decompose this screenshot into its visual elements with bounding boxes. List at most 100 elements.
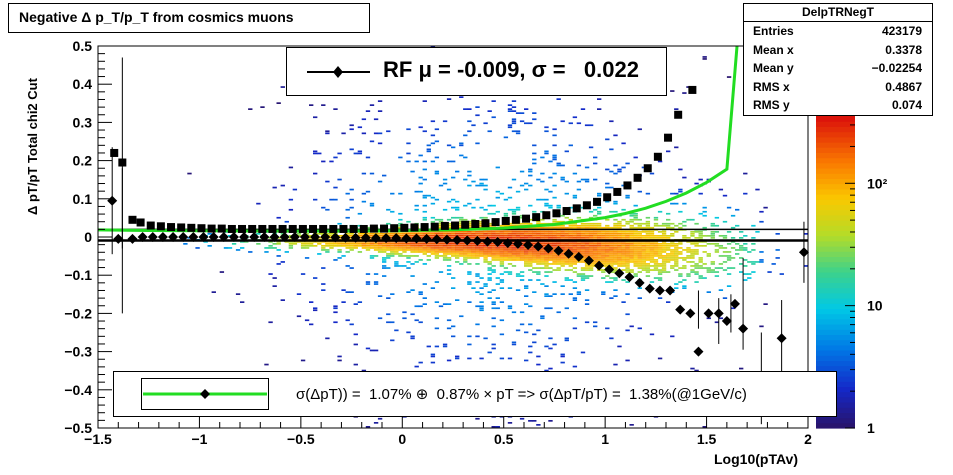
rms-point: [532, 213, 541, 222]
rms-point: [197, 224, 206, 233]
rms-point: [542, 211, 551, 220]
mean-point: [721, 316, 732, 327]
mean-point: [310, 232, 321, 242]
stats-name: DelpTRNegT: [744, 4, 932, 22]
stats-value: 0.4867: [885, 79, 922, 94]
rms-point: [471, 220, 480, 229]
color-scale-segment: [816, 266, 855, 273]
mean-point: [431, 234, 442, 245]
mean-point: [685, 308, 696, 319]
x-tick-label: 1: [601, 431, 609, 447]
rms-point: [623, 181, 632, 190]
rms-point: [582, 201, 591, 210]
mean-point: [228, 232, 239, 242]
x-tick-label: 1.5: [697, 431, 717, 447]
stats-value: 423179: [881, 24, 922, 38]
color-scale-segment: [816, 282, 855, 289]
stats-value: 0.074: [891, 98, 922, 113]
mean-point: [411, 233, 422, 244]
color-scale-segment: [816, 251, 855, 257]
mean-point: [147, 232, 158, 242]
mean-point: [299, 232, 310, 242]
mean-point: [798, 247, 809, 258]
color-scale-segment: [816, 350, 855, 356]
stats-row: Mean y −0.02254: [744, 59, 932, 78]
stats-key: RMS x: [753, 79, 790, 94]
mean-point: [391, 233, 402, 244]
mean-point: [738, 323, 749, 334]
mean-point: [624, 272, 635, 283]
rms-point: [491, 218, 500, 227]
color-scale-segment: [816, 272, 855, 278]
rms-point: [309, 224, 318, 233]
rms-point: [319, 224, 328, 233]
color-scale-segment: [816, 298, 855, 304]
rms-point: [217, 224, 226, 233]
mean-point: [502, 238, 513, 249]
x-tick-label: −1.5: [84, 431, 112, 447]
mean-point: [157, 232, 168, 242]
rms-point: [369, 224, 378, 233]
mean-point: [127, 233, 138, 244]
color-scale-segment: [816, 194, 855, 200]
color-scale-segment: [816, 344, 855, 351]
mean-point: [543, 243, 554, 254]
y-tick-label: 0: [84, 229, 92, 245]
y-axis-label-text: Δ pT/pT Total chi2 Cut: [25, 78, 40, 215]
rms-point: [278, 224, 287, 233]
mean-point: [693, 346, 704, 357]
rms-point: [688, 85, 697, 94]
mean-point: [472, 235, 483, 246]
rms-point: [511, 215, 520, 224]
rms-point: [572, 204, 581, 213]
rms-point: [146, 221, 155, 230]
rms-point: [390, 224, 399, 233]
color-scale-segment: [816, 313, 855, 320]
stats-key: Mean x: [753, 42, 794, 57]
x-tick-label: 0: [398, 431, 406, 447]
color-scale-segment: [816, 303, 855, 309]
mean-point: [350, 232, 361, 243]
mean-point: [401, 233, 412, 244]
rms-point: [522, 214, 531, 223]
rms-point: [643, 164, 652, 173]
color-scale-segment: [816, 136, 855, 143]
color-scale-segment: [816, 240, 855, 247]
mean-point: [168, 232, 179, 242]
color-scale-segment: [816, 121, 855, 127]
rms-point: [207, 224, 216, 233]
color-scale-segment: [816, 277, 855, 283]
rms-point: [400, 223, 409, 232]
color-scale-segment: [816, 142, 855, 148]
mean-point: [441, 234, 452, 245]
color-scale-segment: [816, 162, 855, 169]
rms-point: [238, 224, 247, 233]
color-scale-segment: [816, 261, 855, 268]
color-scale-segment: [816, 329, 855, 335]
y-tick-label: 0.2: [73, 153, 93, 169]
z-tick-label: 10: [867, 298, 883, 314]
mean-point: [259, 232, 270, 242]
stats-row: Mean x 0.3378: [744, 41, 932, 60]
color-scale-segment: [816, 292, 855, 299]
color-scale-segment: [816, 214, 855, 221]
y-axis: −0.5 −0.4 −0.3 −0.2 −0.1 0 0.1 0.2 0.3 0.4 0.5: [64, 38, 112, 436]
mean-point: [107, 195, 118, 206]
rms-point: [501, 216, 510, 225]
mean-point: [665, 285, 676, 296]
rms-point: [177, 223, 186, 232]
color-scale-segment: [816, 246, 855, 252]
rms-point: [420, 223, 429, 232]
stats-key: Entries: [753, 24, 794, 38]
mean-point: [462, 235, 473, 246]
mean-point: [269, 232, 280, 242]
chart-title-box: Negative Δ p_T/p_T from cosmics muons: [8, 3, 370, 33]
z-tick-label: 10²: [867, 175, 888, 191]
rms-point: [674, 110, 683, 119]
mean-point: [289, 232, 300, 242]
color-scale-segment: [816, 308, 855, 315]
x-axis: −1.5 −1 −0.5 0 0.5 1 1.5 2: [84, 416, 812, 447]
color-scale-segment: [816, 225, 855, 231]
rms-point: [440, 221, 449, 230]
rms-point: [187, 223, 196, 232]
